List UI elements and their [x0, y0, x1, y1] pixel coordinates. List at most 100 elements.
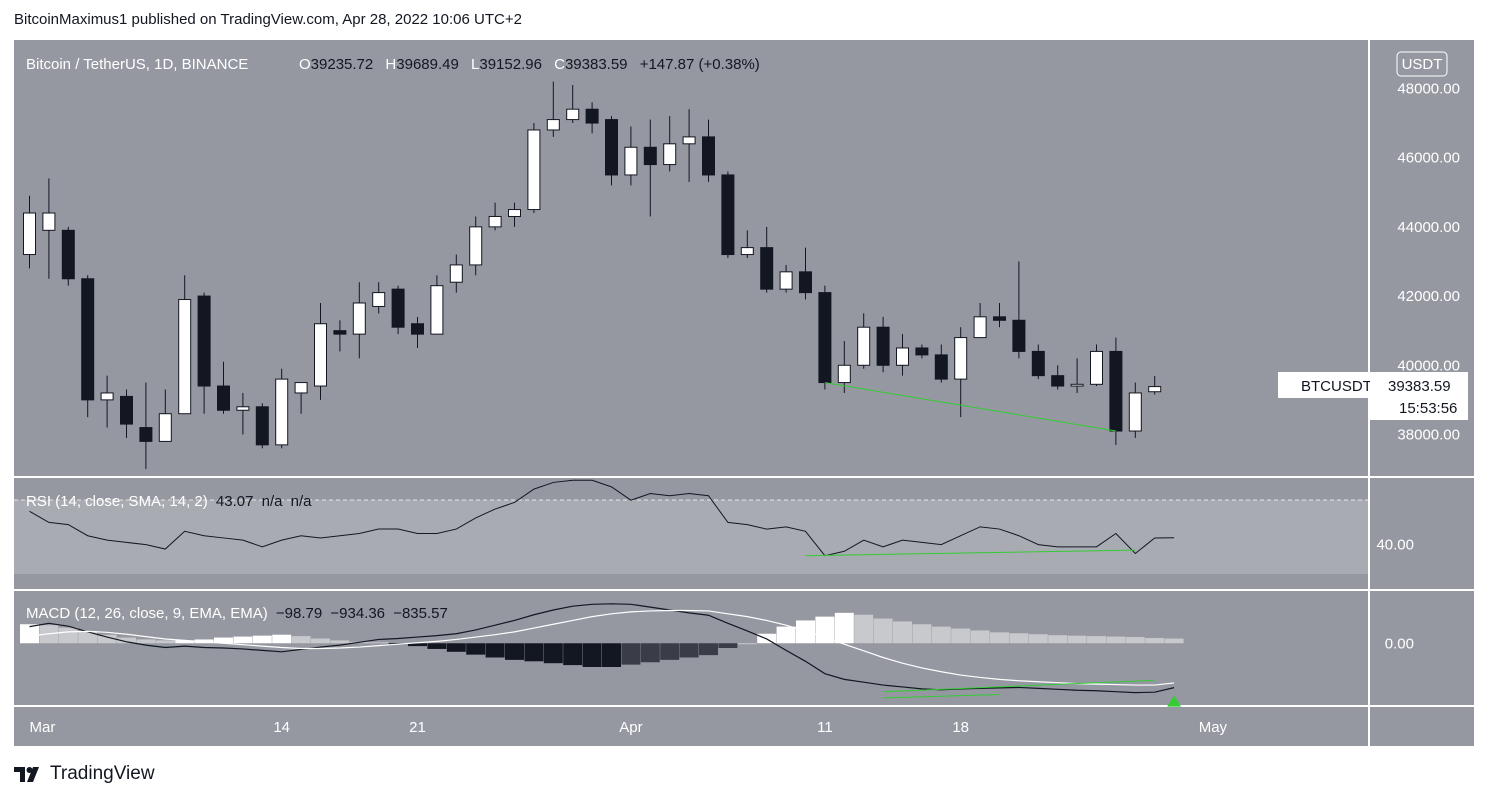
rsi-tick-label: 40.00 — [1376, 537, 1414, 554]
candle-down — [1051, 375, 1065, 387]
macd-histogram-bar — [155, 640, 175, 644]
macd-layer: 0.00 — [20, 603, 1414, 707]
footer-brand: TradingView — [50, 763, 155, 784]
price-trendline — [824, 382, 1116, 432]
close-value: 39383.59 — [565, 56, 628, 73]
candle-down — [217, 385, 230, 411]
macd-histogram-bar — [873, 618, 893, 644]
publish-header: BitcoinMaximus1 published on TradingView… — [14, 11, 522, 28]
change-value: +147.87 (+0.38%) — [640, 56, 760, 73]
price-tick-label: 46000.00 — [1397, 150, 1460, 167]
time-tick-label: 11 — [817, 719, 833, 736]
macd-histogram-bar — [737, 643, 757, 645]
candle-down — [255, 406, 269, 446]
candle-down — [139, 427, 153, 442]
candle-up — [896, 347, 909, 366]
high-value: 39689.49 — [396, 56, 459, 73]
macd-legend-v3: −835.57 — [393, 605, 448, 622]
candle-up — [469, 226, 483, 266]
candle-up — [314, 323, 327, 387]
candle-down — [760, 247, 774, 290]
macd-histogram-bar — [543, 643, 563, 664]
candle-up — [663, 143, 677, 166]
chart-frame[interactable]: 48000.00 46000.00 44000.00 42000.00 40000.00… — [14, 40, 1474, 746]
time-tick-label: 14 — [273, 719, 290, 736]
macd-legend-name[interactable]: MACD (12, 26, close, 9, EMA, EMA) — [26, 605, 268, 622]
low-label: L — [471, 56, 479, 73]
price-tag-symbol-box — [1278, 372, 1370, 398]
candle-up — [566, 108, 580, 121]
candle-down — [876, 326, 890, 366]
footer: TradingView — [14, 763, 155, 785]
price-tick-label: 40000.00 — [1397, 357, 1460, 374]
macd-histogram-bar — [1028, 634, 1048, 644]
candle-up — [682, 136, 696, 145]
macd-histogram-bar — [1106, 636, 1126, 644]
macd-histogram-bar — [660, 643, 680, 660]
macd-histogram-bar — [1164, 638, 1184, 644]
candle-up — [294, 382, 308, 394]
candle-down — [643, 146, 657, 166]
macd-histogram-bar — [252, 635, 272, 644]
svg-text:RSI (14, close, SMA, 14, 2): RSI (14, close, SMA, 14, 2) 43.07 n/a n/… — [26, 493, 312, 510]
candle-up — [1070, 383, 1084, 387]
price-tick-label: 42000.00 — [1397, 288, 1460, 305]
candle-up — [546, 119, 560, 131]
time-axis-ticks: Mar 14 21 Apr 11 18 May — [30, 719, 1228, 736]
macd-histogram-bar — [58, 627, 78, 644]
macd-histogram-bar — [1145, 638, 1165, 644]
macd-histogram-bar — [776, 626, 796, 644]
macd-histogram-bar — [563, 643, 583, 666]
rsi-layer: 40.00 — [29, 479, 1414, 557]
candle-down — [1031, 350, 1045, 377]
open-label: O — [299, 56, 311, 73]
macd-histogram-bar — [524, 643, 544, 662]
rsi-legend-name[interactable]: RSI (14, close, SMA, 14, 2) — [26, 493, 208, 510]
tradingview-logo-icon — [14, 767, 39, 782]
symbol-title[interactable]: Bitcoin / TetherUS, 1D, BINANCE — [26, 56, 248, 73]
price-tick-label: 44000.00 — [1397, 219, 1460, 236]
time-tick-label: 18 — [952, 719, 969, 736]
candles-layer — [23, 81, 1162, 470]
candle-up — [275, 378, 289, 446]
corner-pane — [1370, 707, 1474, 746]
macd-signal-line — [29, 609, 1175, 686]
macd-axis-pane[interactable] — [1370, 591, 1474, 705]
macd-histogram-bar — [893, 621, 912, 644]
macd-histogram-bar — [582, 643, 602, 667]
price-pane[interactable] — [14, 40, 1368, 476]
candle-up — [837, 364, 851, 384]
macd-line — [29, 603, 1175, 694]
macd-histogram-bar — [602, 643, 621, 667]
macd-legend-v2: −934.36 — [330, 605, 385, 622]
macd-histogram-bar — [931, 626, 951, 644]
candle-up — [100, 392, 114, 401]
candle-up — [178, 299, 192, 415]
rsi-band — [14, 500, 1368, 574]
price-tag-price: 39383.59 — [1388, 378, 1451, 395]
macd-histogram-bar — [466, 643, 486, 655]
macd-histogram-bar — [214, 637, 233, 644]
svg-text:O39235.72 H39689.49: O39235.72 H39689.49 L39152.96 C39383.59 … — [299, 56, 760, 73]
time-tick-label: Mar — [30, 719, 56, 736]
macd-histogram-bar — [427, 643, 447, 649]
rsi-axis-pane[interactable] — [1370, 478, 1474, 589]
macd-histogram-bar — [485, 643, 505, 658]
time-tick-label: May — [1199, 719, 1228, 736]
rsi-legend-na2: n/a — [291, 493, 313, 510]
time-axis-pane[interactable] — [14, 707, 1368, 746]
candle-down — [1109, 350, 1123, 432]
macd-histogram-bar — [505, 643, 524, 660]
candle-down — [81, 278, 95, 401]
candle-down — [1012, 319, 1026, 352]
candle-up — [23, 212, 36, 256]
candle-up — [508, 209, 521, 217]
currency-badge[interactable] — [1396, 51, 1448, 77]
macd-histogram-bar — [679, 643, 699, 658]
macd-histogram-bar — [1087, 636, 1106, 644]
signal-marker-triangle — [1167, 695, 1182, 707]
macd-histogram-bar — [117, 637, 136, 644]
candle-down — [721, 174, 735, 256]
macd-histogram-bar — [854, 614, 874, 644]
chart-svg[interactable]: 48000.00 46000.00 44000.00 42000.00 40000.00… — [14, 40, 1474, 746]
